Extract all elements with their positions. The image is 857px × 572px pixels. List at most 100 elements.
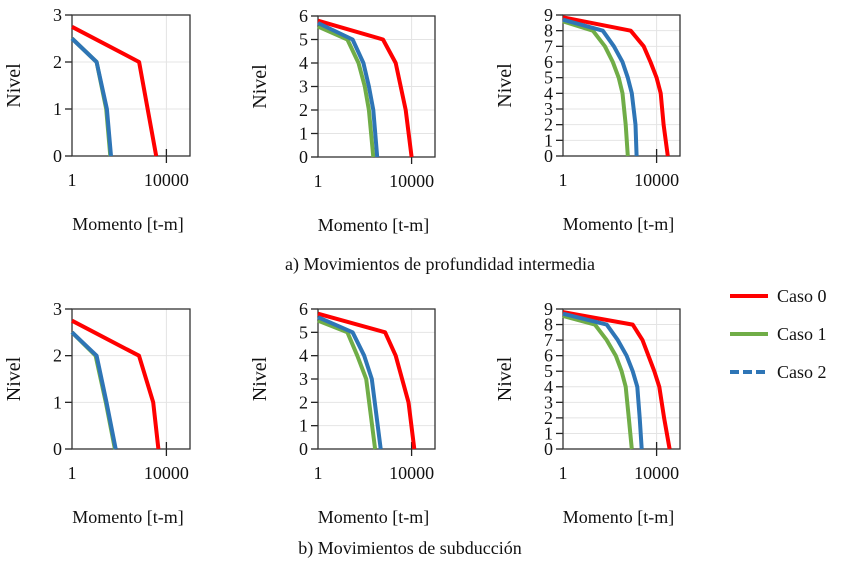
x-tick-label: 10000	[389, 171, 434, 191]
y-tick-label: 7	[544, 330, 553, 350]
y-tick-label: 4	[299, 53, 308, 73]
y-tick-label: 5	[544, 361, 553, 381]
legend-label-caso-1: Caso 1	[777, 324, 827, 344]
y-tick-label: 2	[299, 392, 308, 412]
caption-b: b) Movimientos de subducción	[298, 538, 521, 559]
y-tick-label: 3	[299, 369, 308, 389]
plot-frame	[71, 14, 191, 157]
x-tick-label: 1	[314, 171, 323, 191]
y-tick-label: 0	[299, 147, 308, 167]
y-tick-label: 3	[299, 77, 308, 97]
plot-frame	[317, 308, 436, 450]
y-tick-label: 5	[544, 68, 553, 88]
y-tick-label: 8	[544, 21, 553, 41]
series-line-caso-2	[317, 315, 383, 450]
y-tick-label: 0	[544, 439, 553, 459]
y-tick-label: 9	[544, 299, 553, 319]
x-axis-label: Momento [t-m]	[563, 507, 674, 527]
x-tick-label: 1	[559, 463, 568, 483]
y-tick-label: 0	[544, 146, 553, 166]
series-line-caso-2	[562, 17, 639, 157]
y-tick-label: 0	[53, 146, 62, 166]
y-tick-label: 3	[53, 299, 62, 319]
y-axis-label: Nivel	[494, 356, 516, 401]
y-tick-label: 3	[544, 392, 553, 412]
y-tick-label: 2	[299, 100, 308, 120]
series-line-caso-1	[70, 330, 117, 450]
y-axis-label: Nivel	[3, 356, 25, 401]
y-axis-label: Nivel	[249, 64, 271, 109]
y-tick-label: 7	[544, 36, 553, 56]
series-line-caso-1	[562, 314, 634, 450]
y-tick-label: 6	[299, 299, 308, 319]
x-axis-label: Momento [t-m]	[72, 214, 183, 234]
x-tick-label: 1	[68, 170, 77, 190]
series-line-caso-1	[317, 318, 378, 450]
y-axis-label: Nivel	[249, 356, 271, 401]
y-tick-label: 5	[299, 30, 308, 50]
y-tick-label: 0	[53, 439, 62, 459]
y-tick-label: 9	[544, 5, 553, 25]
y-tick-label: 2	[544, 115, 553, 135]
series-line-caso-2	[562, 311, 644, 450]
y-tick-label: 0	[299, 439, 308, 459]
series-line-caso-0	[562, 15, 670, 157]
caption-a: a) Movimientos de profundidad intermedia	[285, 254, 595, 275]
plot-frame	[562, 308, 681, 450]
series-line-caso-1	[562, 19, 630, 157]
series-line-caso-2	[70, 37, 113, 157]
y-axis-label: Nivel	[494, 63, 516, 108]
y-tick-label: 3	[544, 99, 553, 119]
x-tick-label: 1	[314, 463, 323, 483]
y-tick-label: 8	[544, 315, 553, 335]
y-tick-label: 2	[544, 408, 553, 428]
y-tick-label: 6	[299, 6, 308, 26]
y-tick-label: 6	[544, 52, 553, 72]
y-tick-label: 1	[299, 124, 308, 144]
y-tick-label: 6	[544, 346, 553, 366]
series-line-caso-0	[562, 310, 672, 450]
legend: Caso 0 Caso 1 Caso 2	[730, 286, 827, 382]
legend-label-caso-2: Caso 2	[777, 362, 827, 382]
x-axis-label: Momento [t-m]	[318, 507, 429, 527]
series-line-caso-2	[70, 330, 118, 450]
y-tick-label: 1	[53, 392, 62, 412]
y-tick-label: 1	[53, 99, 62, 119]
x-tick-label: 10000	[389, 463, 434, 483]
x-tick-label: 10000	[144, 463, 189, 483]
x-axis-label: Momento [t-m]	[72, 507, 183, 527]
y-axis-label: Nivel	[3, 63, 25, 108]
series-line-caso-2	[317, 21, 380, 158]
x-tick-label: 10000	[144, 170, 189, 190]
legend-label-caso-0: Caso 0	[777, 286, 827, 306]
y-tick-label: 1	[544, 130, 553, 150]
series-line-caso-0	[71, 318, 161, 450]
x-tick-label: 10000	[634, 170, 679, 190]
plot-frame	[71, 308, 191, 450]
y-tick-label: 2	[53, 346, 62, 366]
y-tick-label: 3	[53, 5, 62, 25]
y-tick-label: 4	[299, 346, 308, 366]
y-tick-label: 1	[544, 423, 553, 443]
y-tick-label: 4	[544, 377, 553, 397]
series-line-caso-1	[317, 24, 376, 158]
series-line-caso-0	[317, 18, 414, 158]
y-tick-label: 2	[53, 52, 62, 72]
x-tick-label: 1	[68, 463, 77, 483]
y-tick-label: 1	[299, 416, 308, 436]
plot-frame	[562, 14, 681, 157]
x-tick-label: 1	[559, 170, 568, 190]
series-line-caso-0	[317, 311, 417, 450]
y-tick-label: 4	[544, 83, 553, 103]
y-tick-label: 5	[299, 322, 308, 342]
x-axis-label: Momento [t-m]	[318, 215, 429, 235]
x-tick-label: 10000	[634, 463, 679, 483]
x-axis-label: Momento [t-m]	[563, 214, 674, 234]
